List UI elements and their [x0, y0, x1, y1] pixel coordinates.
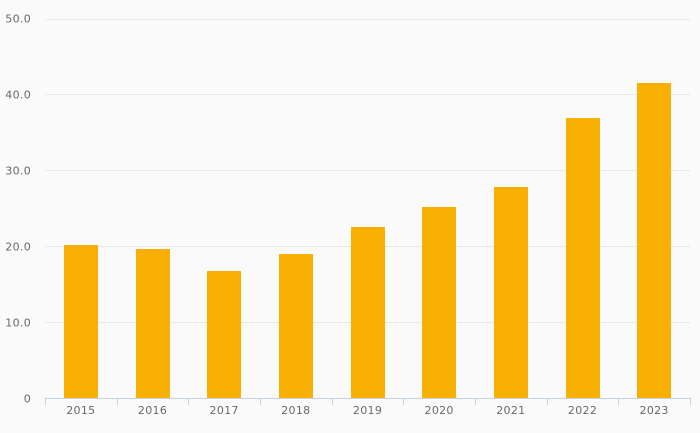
x-axis-tick — [45, 398, 46, 405]
y-tick-label-30: 30.0 — [5, 164, 31, 178]
y-tick-label-20: 20.0 — [5, 240, 31, 254]
x-tick-label-2018: 2018 — [281, 404, 311, 417]
gridline-30 — [45, 170, 690, 172]
x-axis-tick — [116, 398, 118, 405]
x-tick-label-2021: 2021 — [496, 404, 526, 417]
x-tick-label-2015: 2015 — [66, 404, 96, 417]
y-tick-label-50: 50.0 — [5, 12, 31, 26]
x-axis-tick — [403, 398, 405, 405]
bar-2016[interactable] — [135, 248, 170, 398]
x-tick-label-2022: 2022 — [567, 404, 598, 417]
x-tick-label-2016: 2016 — [137, 404, 168, 417]
x-tick-label-2023: 2023 — [639, 404, 669, 417]
x-tick-label-2019: 2019 — [352, 404, 383, 417]
y-tick-label-40: 40.0 — [5, 88, 31, 102]
gridline-50 — [45, 18, 690, 20]
bar-2015[interactable] — [63, 244, 98, 398]
x-axis-tick — [188, 398, 190, 405]
x-axis-tick — [475, 398, 476, 405]
x-tick-label-2020: 2020 — [424, 404, 454, 417]
bar-2021[interactable] — [493, 187, 528, 398]
x-axis-tick — [690, 398, 691, 405]
bar-2022[interactable] — [565, 117, 600, 398]
x-axis-tick — [331, 398, 333, 405]
bar-2017[interactable] — [207, 270, 242, 398]
x-axis-tick — [546, 398, 548, 405]
gridline-40 — [45, 94, 690, 96]
x-tick-label-2017: 2017 — [209, 404, 239, 417]
bar-2019[interactable] — [350, 227, 385, 398]
x-axis-tick — [618, 398, 620, 405]
bar-2018[interactable] — [278, 253, 313, 398]
y-tick-label-0: 0 — [23, 392, 31, 405]
bar-2020[interactable] — [422, 206, 457, 398]
bar-2023[interactable] — [637, 83, 672, 398]
y-tick-label-10: 10.0 — [5, 316, 31, 330]
x-axis-tick — [260, 398, 261, 405]
x-axis-line — [45, 398, 691, 399]
